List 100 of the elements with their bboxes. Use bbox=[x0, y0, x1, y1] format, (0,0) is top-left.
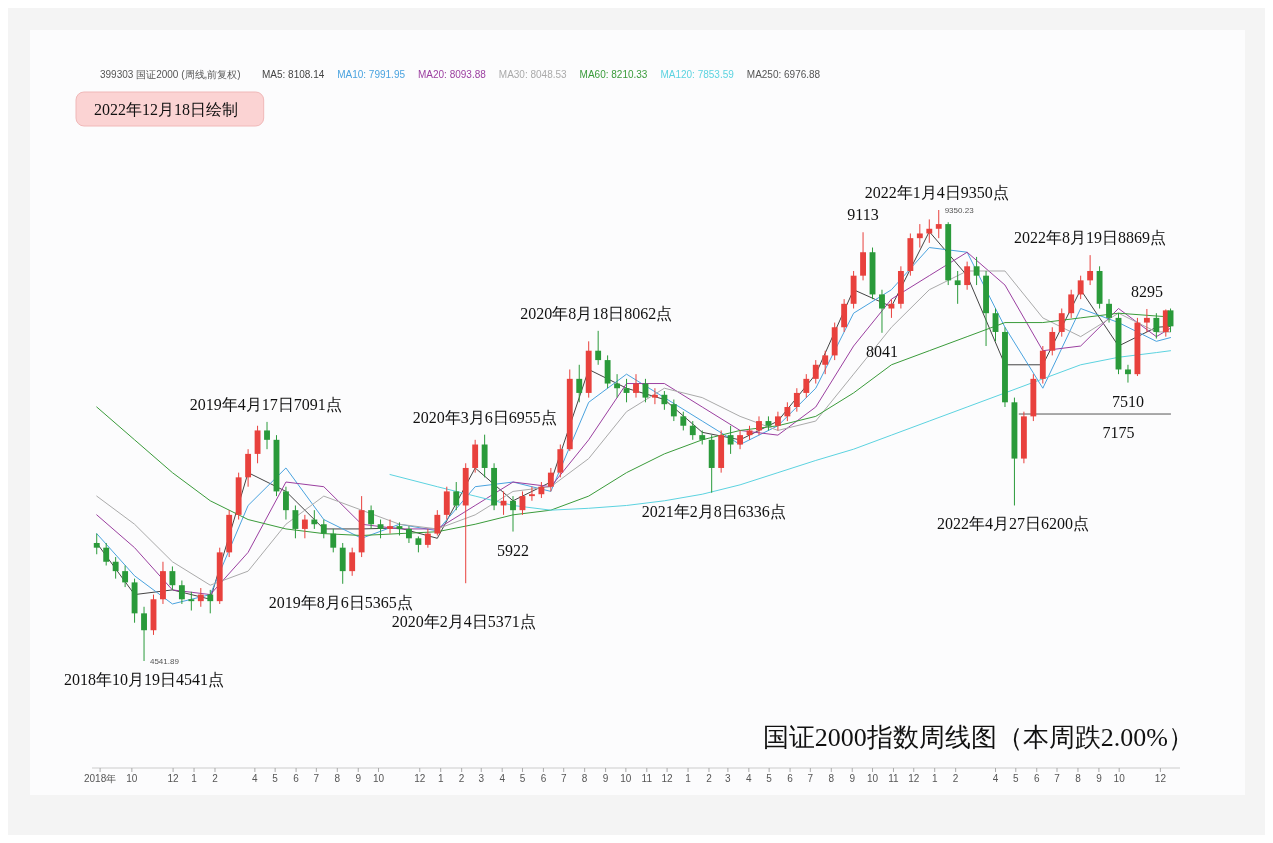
candlestick bbox=[1068, 289, 1075, 319]
x-tick-label: 7 bbox=[1054, 773, 1061, 784]
annotation: 2022年8月19日8869点 bbox=[1014, 229, 1167, 247]
annotation: 2021年2月8日6336点 bbox=[641, 502, 786, 520]
candlestick bbox=[406, 525, 412, 544]
annotation: 8295 bbox=[1130, 282, 1163, 300]
candlestick bbox=[245, 448, 252, 488]
candlestick bbox=[916, 223, 923, 249]
text: MA250: 6976.88 bbox=[746, 69, 821, 80]
annotation: 7510 bbox=[1111, 392, 1144, 410]
x-tick-label: 10 bbox=[1113, 773, 1126, 784]
candlestick bbox=[547, 467, 554, 492]
candlestick bbox=[112, 556, 119, 580]
candlestick bbox=[434, 509, 441, 536]
candlestick bbox=[604, 354, 611, 389]
text: MA10: 7991.95 bbox=[337, 69, 406, 80]
candlestick bbox=[803, 373, 810, 399]
candlestick bbox=[387, 519, 393, 535]
x-tick-label: 4 bbox=[252, 773, 259, 784]
x-tick-label: 9 bbox=[1096, 773, 1103, 784]
candlestick bbox=[207, 589, 214, 614]
candlestick bbox=[774, 411, 781, 431]
candlestick bbox=[680, 411, 687, 431]
candlestick bbox=[1162, 308, 1169, 338]
candlestick bbox=[1049, 326, 1056, 356]
candlestick bbox=[860, 231, 866, 281]
text: MA20: 8093.88 bbox=[418, 69, 487, 80]
x-tick-label: 1 bbox=[931, 773, 938, 784]
candlestick bbox=[264, 421, 270, 450]
text: 2022年12月18日绘制 bbox=[94, 101, 238, 118]
annotation: 2020年3月6日6955点 bbox=[412, 408, 557, 426]
candlestick bbox=[453, 481, 460, 511]
annotation: 2019年4月17日7091点 bbox=[189, 395, 342, 413]
annotation: 2020年2月4日5371点 bbox=[391, 613, 536, 631]
candlestick bbox=[320, 519, 327, 539]
annotation: 5922 bbox=[497, 541, 530, 559]
candlestick bbox=[122, 565, 129, 588]
candlestick bbox=[935, 209, 942, 239]
text: MA5: 8108.14 bbox=[262, 69, 325, 80]
x-tick-label: 4 bbox=[746, 773, 753, 784]
candlestick bbox=[812, 359, 819, 385]
candlestick bbox=[472, 439, 479, 474]
x-tick-label: 10 bbox=[620, 773, 632, 784]
candlestick bbox=[424, 528, 431, 549]
x-tick-label: 8 bbox=[334, 773, 341, 784]
x-tick-label: 8 bbox=[828, 773, 835, 784]
candlestick bbox=[954, 270, 961, 305]
candlestick bbox=[1106, 298, 1112, 324]
candlestick bbox=[301, 514, 308, 539]
annotation: 2022年1月4日9350点 bbox=[864, 184, 1009, 202]
x-tick-label: 2 bbox=[706, 773, 713, 784]
x-tick-label: 9 bbox=[849, 773, 856, 784]
x-tick-label: 8 bbox=[1075, 773, 1082, 784]
candlestick bbox=[595, 330, 602, 366]
candlestick bbox=[443, 486, 450, 521]
candlestick bbox=[793, 387, 800, 413]
x-tick-label: 3 bbox=[725, 773, 732, 784]
annotation: 2018年10月19日4541点 bbox=[64, 671, 225, 689]
candlestick bbox=[292, 504, 299, 539]
candlestick bbox=[973, 256, 980, 286]
x-tick-label: 11 bbox=[888, 773, 900, 784]
candlestick bbox=[330, 528, 337, 553]
x-tick-label: 2018年 bbox=[83, 773, 117, 784]
x-tick-label: 1 bbox=[437, 773, 444, 784]
x-tick-label: 3 bbox=[478, 773, 485, 784]
candlestick bbox=[169, 565, 176, 591]
annotation: 2020年8月18日8062点 bbox=[520, 304, 673, 322]
x-tick-label: 7 bbox=[560, 773, 567, 784]
x-tick-label: 12 bbox=[661, 773, 674, 784]
candlestick bbox=[727, 425, 734, 455]
x-tick-label: 10 bbox=[372, 773, 385, 784]
candlestick bbox=[368, 504, 375, 530]
annotation: 2022年4月27日6200点 bbox=[937, 515, 1090, 533]
candlestick bbox=[178, 580, 185, 605]
x-tick-label: 5 bbox=[519, 773, 526, 784]
candlestick bbox=[633, 373, 639, 399]
candlestick bbox=[737, 429, 743, 450]
candlestick bbox=[529, 486, 535, 502]
candlestick bbox=[651, 387, 658, 405]
candlestick bbox=[1125, 364, 1131, 384]
candlestick bbox=[188, 591, 195, 612]
x-tick-label: 6 bbox=[540, 773, 547, 784]
x-tick-label: 7 bbox=[313, 773, 320, 784]
x-tick-label: 4 bbox=[499, 773, 506, 784]
x-tick-label: 2 bbox=[458, 773, 465, 784]
candlestick bbox=[103, 542, 110, 567]
candlestick bbox=[141, 606, 147, 662]
annotation: 9350.23 bbox=[944, 206, 975, 215]
annotation: 9113 bbox=[847, 206, 879, 224]
x-tick-label: 5 bbox=[272, 773, 279, 784]
text: MA30: 8048.53 bbox=[498, 69, 568, 80]
x-tick-label: 12 bbox=[167, 773, 180, 784]
candlestick bbox=[661, 390, 668, 411]
x-tick-label: 4 bbox=[992, 773, 999, 784]
candlestick bbox=[756, 415, 762, 436]
candlestick bbox=[349, 547, 356, 577]
text: MA60: 8210.33 bbox=[579, 69, 648, 80]
candlestick bbox=[1143, 308, 1150, 333]
candlestick bbox=[1153, 312, 1160, 340]
x-tick-label: 12 bbox=[414, 773, 426, 784]
